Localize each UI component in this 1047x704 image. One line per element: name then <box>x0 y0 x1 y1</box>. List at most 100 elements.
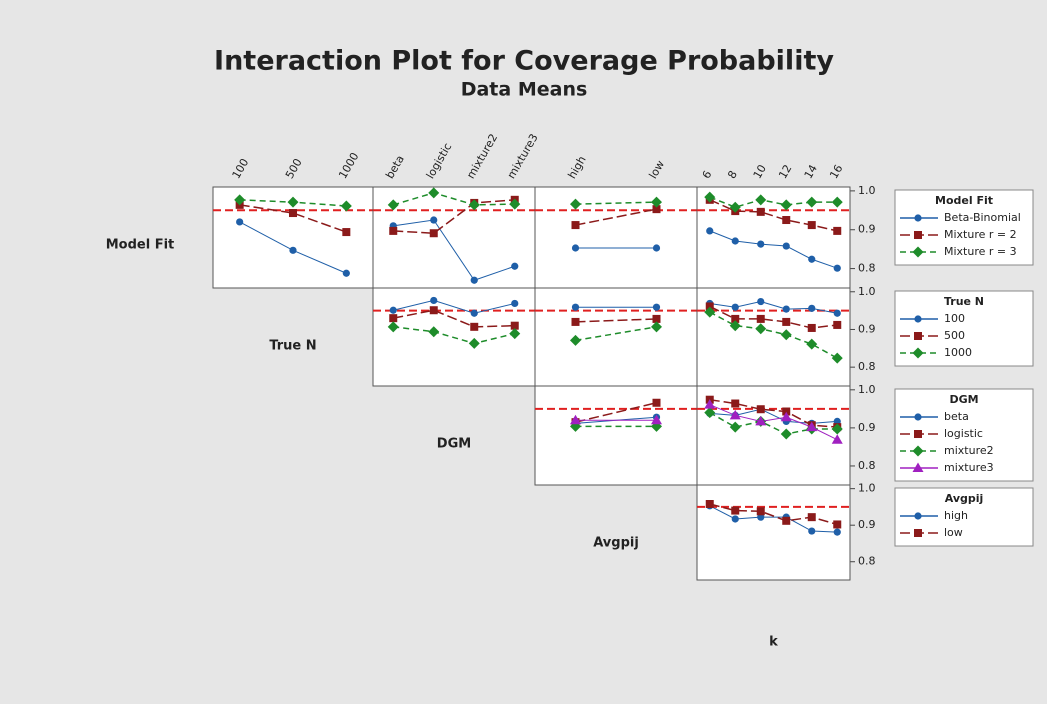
marker <box>833 528 841 536</box>
marker <box>651 196 662 208</box>
chart-subtitle: Data Means <box>461 79 588 101</box>
marker <box>831 196 843 208</box>
legend-marker <box>914 430 922 438</box>
trace-line <box>709 311 838 359</box>
marker <box>782 317 791 326</box>
marker <box>806 421 818 432</box>
trace-line <box>393 309 515 328</box>
x-tick-label: 16 <box>827 162 845 181</box>
factor-label: k <box>769 635 778 650</box>
marker <box>509 328 521 340</box>
marker <box>652 205 661 214</box>
legend-title: True N <box>944 295 984 308</box>
panel <box>534 385 698 486</box>
marker <box>652 244 661 252</box>
marker <box>731 303 739 311</box>
marker <box>287 196 299 208</box>
legend-label: mixture2 <box>944 444 994 457</box>
marker <box>340 200 352 212</box>
marker <box>756 507 765 516</box>
legend-label: logistic <box>944 427 983 440</box>
marker <box>808 304 816 312</box>
marker <box>831 423 843 435</box>
trace-line <box>709 398 838 428</box>
marker <box>729 421 741 433</box>
marker <box>780 329 792 341</box>
marker <box>652 303 661 311</box>
y-tick-label: 0.9 <box>858 421 876 434</box>
legend-label: Mixture r = 2 <box>944 228 1017 241</box>
trace-line <box>393 326 515 345</box>
legend-marker <box>914 231 922 239</box>
marker <box>807 323 816 332</box>
marker <box>782 305 790 313</box>
panel <box>696 287 851 387</box>
marker <box>782 407 791 416</box>
legend-label: 500 <box>944 329 965 342</box>
marker <box>704 399 716 409</box>
marker <box>807 513 816 522</box>
marker <box>470 276 478 284</box>
marker <box>468 199 480 211</box>
y-tick-label: 0.8 <box>858 459 876 472</box>
marker <box>428 326 440 338</box>
marker <box>510 321 519 330</box>
panel <box>372 186 536 289</box>
marker <box>570 334 581 346</box>
marker <box>756 207 765 216</box>
legend-title: Model Fit <box>935 194 993 207</box>
marker <box>389 306 397 314</box>
y-tick-label: 0.9 <box>858 322 876 335</box>
x-tick-label: 10 <box>751 162 769 181</box>
factor-label: DGM <box>437 437 471 452</box>
trace-line <box>709 503 838 526</box>
y-tick-label: 1.0 <box>858 184 876 197</box>
marker <box>780 428 792 440</box>
marker <box>704 191 716 203</box>
marker <box>511 262 519 270</box>
legend-marker <box>914 529 922 537</box>
marker <box>705 500 714 508</box>
legend-marker <box>912 347 924 359</box>
marker <box>755 194 767 206</box>
marker <box>808 527 816 535</box>
marker <box>571 244 580 252</box>
marker <box>831 352 843 364</box>
marker <box>755 415 767 426</box>
marker <box>756 405 765 414</box>
panel <box>696 186 851 289</box>
trace-line <box>239 204 347 233</box>
marker <box>757 240 765 248</box>
chart-title: Interaction Plot for Coverage Probabilit… <box>214 46 834 77</box>
x-tick-label: 14 <box>802 162 820 181</box>
marker <box>731 314 740 323</box>
y-tick-label: 1.0 <box>858 383 876 396</box>
marker <box>430 296 438 305</box>
marker <box>782 516 791 525</box>
marker <box>570 198 581 210</box>
marker <box>806 338 818 350</box>
panel <box>696 385 851 486</box>
marker <box>833 264 841 272</box>
factor-label: True N <box>269 339 316 354</box>
panel <box>534 287 698 387</box>
marker <box>571 303 580 311</box>
marker <box>234 194 246 206</box>
marker <box>731 506 740 515</box>
legend-label: high <box>944 509 968 522</box>
legend-label: 100 <box>944 312 965 325</box>
legend-box <box>894 189 1034 266</box>
marker <box>833 320 842 329</box>
legend-marker <box>912 246 924 258</box>
legend-marker <box>912 445 924 457</box>
marker <box>704 306 716 318</box>
marker <box>289 209 297 218</box>
marker <box>509 198 521 210</box>
marker <box>729 409 741 420</box>
legend-title: Avgpij <box>945 492 984 505</box>
marker <box>706 227 714 235</box>
marker <box>807 221 816 230</box>
marker <box>428 187 440 199</box>
marker <box>782 242 790 250</box>
marker <box>755 323 767 335</box>
